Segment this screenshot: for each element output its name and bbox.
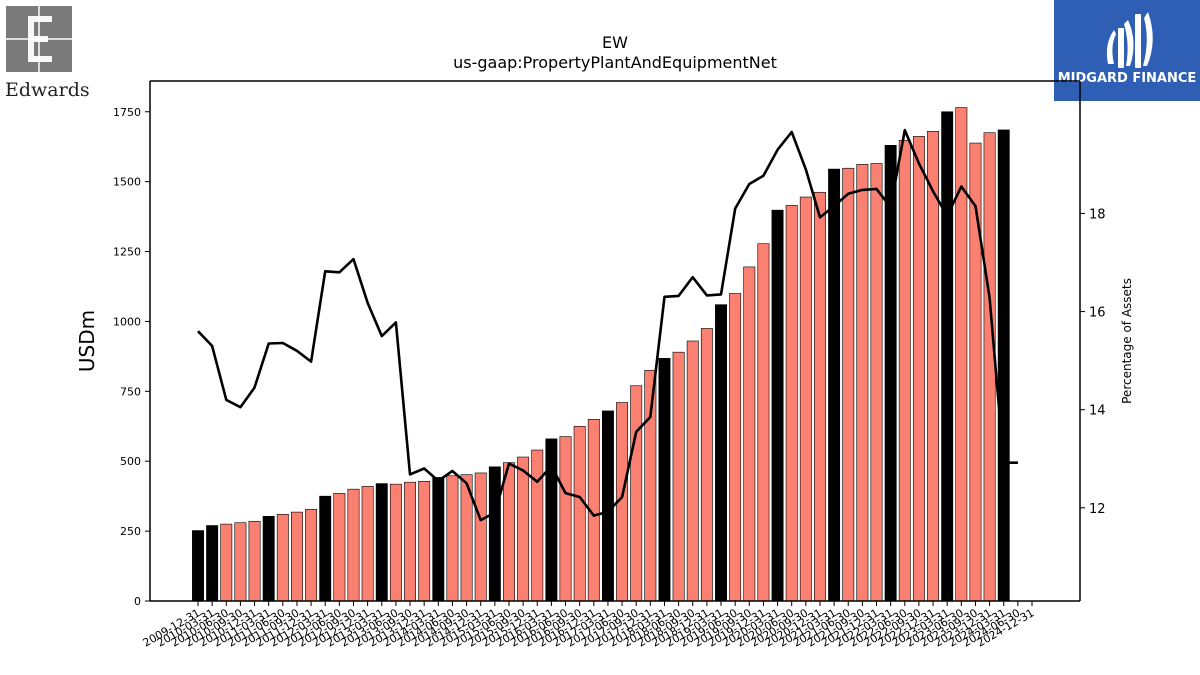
bar [672,351,685,602]
y2-axis-label: Percentage of Assets [1120,278,1134,404]
bar [729,293,742,602]
bar [912,136,925,602]
bar [658,358,671,602]
bar [418,481,431,602]
bar [347,488,360,602]
edwards-logo-text: Edwards [5,79,90,101]
bar [771,209,784,602]
bar [785,205,798,602]
bar [700,328,713,602]
bar [290,511,303,602]
bar [630,385,643,602]
bar [262,515,275,602]
edwards-logo: Edwards [5,6,90,101]
percentage-line [197,128,1018,522]
bar [446,475,459,602]
bar [686,340,699,602]
y-tick-label: 1750 [113,106,141,119]
bar [206,525,219,602]
bar [276,514,289,602]
bar [305,509,318,602]
bar [941,111,954,602]
bar [404,481,416,602]
bar [545,438,558,602]
y2-tick-label: 16 [1089,306,1106,321]
bar [432,477,445,602]
y2-tick-label: 12 [1089,502,1106,517]
bar [842,167,855,602]
y-tick-label: 250 [120,525,141,538]
chart-title: EW [602,33,628,52]
bar [361,486,374,602]
bar [248,521,261,602]
bars [192,107,1010,602]
bar [743,266,756,602]
bar [870,163,883,602]
bar [220,523,233,602]
bar [927,131,940,602]
bar [503,462,515,602]
midgard-logo: MIDGARD FINANCE [1054,0,1200,101]
y2-tick-label: 14 [1089,404,1106,419]
axes: 02505007501000125015001750121416182009-1… [113,80,1106,650]
y-tick-label: 0 [134,595,141,608]
percentage-line-layer [197,128,1018,522]
bar [375,483,388,602]
bar [389,483,402,602]
bar [319,495,332,602]
bar [333,493,346,602]
bar [488,466,501,602]
midgard-logo-bg [1054,0,1200,101]
bar [531,449,544,602]
chart-subtitle: us-gaap:PropertyPlantAndEquipmentNet [453,53,777,72]
y-axis-label: USDm [75,310,99,372]
y-tick-label: 1000 [113,315,141,328]
bar [573,425,586,602]
bar [799,196,812,602]
y-tick-label: 1500 [113,176,141,189]
bar [474,472,487,602]
bar [644,370,657,602]
bar [757,243,770,602]
midgard-logo-text: MIDGARD FINANCE [1058,71,1197,86]
bar [828,168,841,602]
y-tick-label: 750 [120,385,141,398]
bar [559,436,572,602]
bar [997,129,1010,602]
y-tick-label: 1250 [113,246,141,259]
bar [192,530,204,602]
bar [898,139,911,602]
bar [884,145,897,602]
bar [234,522,247,602]
bar [715,304,727,602]
midgard-logo-mark [1106,12,1153,68]
y-tick-label: 500 [120,455,141,468]
bar [814,191,826,602]
bar [856,164,869,602]
y2-tick-label: 18 [1089,207,1106,222]
bar [955,107,968,602]
bar [517,456,530,602]
bar [983,132,996,602]
